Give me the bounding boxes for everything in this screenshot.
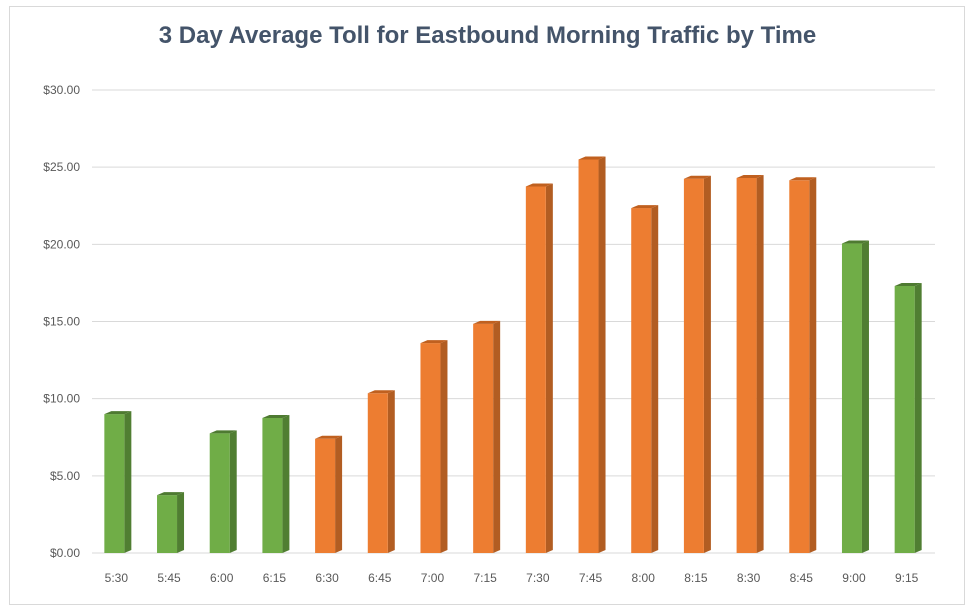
- bar-front: [315, 438, 336, 553]
- bar-715: [473, 320, 501, 553]
- bar-545: [157, 492, 185, 553]
- bar-front: [367, 393, 388, 553]
- bar-top: [683, 175, 711, 179]
- x-tick-label: 8:00: [632, 571, 656, 585]
- bar-front: [157, 495, 178, 553]
- y-tick-label: $15.00: [43, 315, 80, 329]
- bar-top: [894, 283, 922, 287]
- bar-top: [578, 156, 606, 160]
- x-tick-label: 6:00: [210, 571, 234, 585]
- y-tick-label: $0.00: [50, 546, 80, 560]
- bar-top: [315, 435, 343, 439]
- x-tick-label: 6:45: [368, 571, 392, 585]
- bar-side: [703, 175, 711, 553]
- x-tick-label: 8:30: [737, 571, 761, 585]
- y-tick-label: $10.00: [43, 392, 80, 406]
- bar-700: [420, 340, 448, 553]
- bar-side: [387, 390, 395, 553]
- bar-front: [209, 433, 230, 553]
- y-tick-label: $5.00: [50, 469, 80, 483]
- bar-side: [493, 320, 501, 553]
- x-tick-label: 6:30: [315, 571, 339, 585]
- bar-side: [809, 177, 817, 553]
- bar-side: [440, 340, 448, 553]
- bar-top: [736, 174, 764, 178]
- bars: [104, 156, 922, 554]
- x-tick-label: 7:15: [473, 571, 497, 585]
- bar-645: [367, 390, 395, 553]
- bar-top: [157, 492, 185, 496]
- bar-top: [789, 177, 817, 181]
- bar-800: [631, 205, 659, 553]
- bar-top: [209, 430, 237, 434]
- bar-845: [789, 177, 817, 553]
- y-tick-label: $20.00: [43, 237, 80, 251]
- bar-side: [282, 414, 290, 553]
- bar-top: [525, 183, 553, 187]
- bar-front: [894, 286, 915, 553]
- bar-front: [420, 343, 441, 553]
- bar-side: [598, 156, 606, 553]
- bar-745: [578, 156, 606, 553]
- bar-side: [229, 430, 237, 553]
- bar-front: [578, 159, 599, 553]
- bar-top: [262, 414, 290, 418]
- x-tick-label: 5:30: [105, 571, 129, 585]
- y-axis-ticks: $0.00 $5.00 $10.00 $15.00 $20.00 $25.00 $30.00: [43, 83, 80, 560]
- x-tick-label: 7:30: [526, 571, 550, 585]
- x-axis-ticks: 5:30 5:45 6:00 6:15 6:30 6:45 7:00 7:15 7:30 7:45…: [105, 571, 919, 585]
- bar-side: [545, 183, 553, 554]
- bar-top: [841, 240, 869, 244]
- bar-830: [736, 174, 764, 553]
- y-tick-label: $25.00: [43, 160, 80, 174]
- bar-side: [914, 283, 922, 553]
- x-tick-label: 9:15: [895, 571, 919, 585]
- bar-top: [104, 411, 132, 415]
- bar-730: [525, 183, 553, 554]
- bar-top: [473, 320, 501, 324]
- bar-side: [651, 205, 659, 553]
- bar-top: [367, 390, 395, 394]
- bar-front: [525, 186, 546, 554]
- x-tick-label: 6:15: [263, 571, 287, 585]
- bar-front: [631, 208, 652, 553]
- bar-915: [894, 283, 922, 553]
- bar-615: [262, 414, 290, 553]
- bar-side: [177, 492, 185, 553]
- y-tick-label: $30.00: [43, 83, 80, 97]
- x-tick-label: 8:15: [684, 571, 708, 585]
- bar-front: [736, 177, 757, 553]
- bar-side: [124, 411, 132, 553]
- x-tick-label: 7:45: [579, 571, 603, 585]
- bar-front: [683, 178, 704, 553]
- bar-top: [420, 340, 448, 344]
- bar-side: [861, 240, 869, 554]
- bar-front: [262, 417, 283, 553]
- x-tick-label: 8:45: [790, 571, 814, 585]
- bar-900: [841, 240, 869, 554]
- x-tick-label: 7:00: [421, 571, 445, 585]
- x-tick-label: 5:45: [157, 571, 181, 585]
- bar-front: [104, 414, 125, 553]
- bar-side: [335, 435, 343, 553]
- bar-630: [315, 435, 343, 553]
- chart-title: 3 Day Average Toll for Eastbound Morning…: [158, 22, 817, 49]
- bar-front: [473, 323, 494, 553]
- bar-top: [631, 205, 659, 209]
- bar-530: [104, 411, 132, 553]
- bar-815: [683, 175, 711, 553]
- bar-front: [841, 243, 862, 554]
- bar-front: [789, 180, 810, 553]
- x-tick-label: 9:00: [842, 571, 866, 585]
- bar-side: [756, 174, 764, 553]
- bar-600: [209, 430, 237, 553]
